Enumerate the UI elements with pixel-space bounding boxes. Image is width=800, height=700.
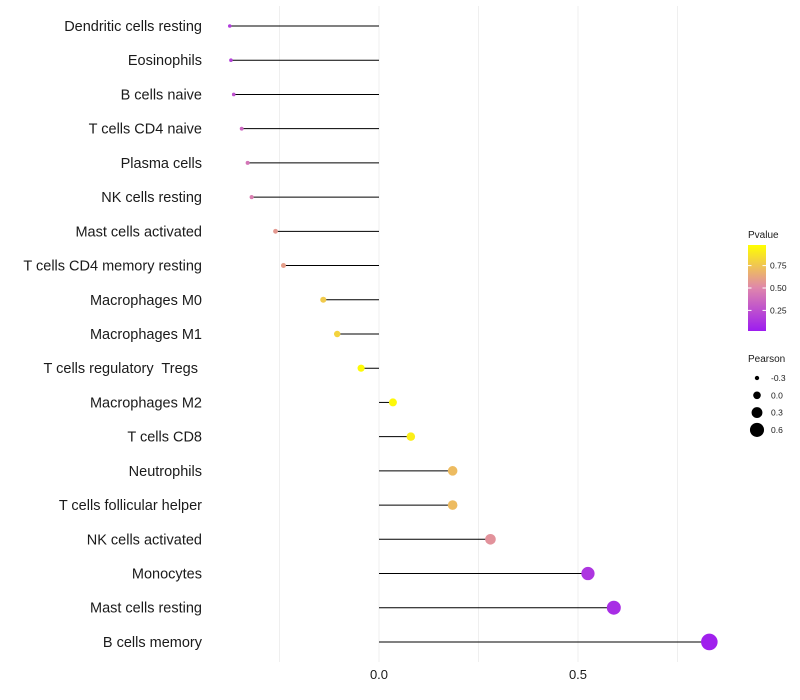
category-label-11: Macrophages M2 — [90, 395, 202, 411]
grid-layer — [279, 6, 678, 662]
stem-layer — [229, 25, 710, 643]
category-label-15: NK cells activated — [87, 532, 202, 548]
category-label-18: B cells memory — [103, 635, 203, 651]
category-label-4: Plasma cells — [121, 156, 202, 172]
category-label-16: Monocytes — [132, 567, 202, 583]
point-12 — [406, 432, 416, 441]
dot-layer — [227, 24, 718, 651]
category-label-12: T cells CD8 — [127, 430, 202, 446]
category-label-17: Mast cells resting — [90, 601, 202, 617]
pearson-legend-label-3: 0.6 — [771, 425, 783, 435]
category-label-5: NK cells resting — [101, 190, 202, 206]
point-10 — [357, 364, 365, 372]
point-7 — [280, 263, 286, 269]
point-16 — [581, 566, 595, 581]
category-label-13: Neutrophils — [129, 464, 202, 480]
pearson-legend-dot-0 — [754, 375, 760, 381]
pearson-legend: Pearson -0.3 0.0 0.3 0.6 — [748, 354, 786, 437]
pvalue-legend: Pvalue 0.25 0.50 0.75 — [748, 230, 787, 331]
pearson-legend-title: Pearson — [748, 354, 785, 365]
point-17 — [606, 600, 621, 615]
pvalue-colorbar — [748, 245, 766, 331]
point-1 — [229, 58, 233, 63]
pvalue-tick-label-2: 0.75 — [770, 261, 787, 271]
category-label-14: T cells follicular helper — [59, 498, 202, 514]
point-2 — [231, 92, 236, 97]
pearson-legend-dot-3 — [749, 422, 765, 437]
pearson-legend-label-0: -0.3 — [771, 373, 786, 383]
point-3 — [239, 126, 244, 131]
point-5 — [249, 195, 254, 200]
pearson-legend-items: -0.3 0.0 0.3 0.6 — [749, 373, 786, 437]
category-label-2: B cells naive — [121, 87, 202, 103]
category-label-10: T cells regulatory Tregs — [44, 361, 203, 377]
point-14 — [447, 500, 458, 510]
point-8 — [320, 296, 327, 303]
x-axis-ticks: 0.0 0.5 — [370, 667, 587, 682]
pvalue-legend-title: Pvalue — [748, 230, 779, 241]
category-label-1: Eosinophils — [128, 53, 202, 69]
point-18 — [701, 633, 718, 651]
pearson-legend-label-1: 0.0 — [771, 390, 783, 400]
point-15 — [485, 533, 496, 545]
point-4 — [245, 160, 250, 165]
category-labels: Dendritic cells resting Eosinophils B cell… — [23, 19, 202, 651]
x-tick-label-1: 0.5 — [569, 667, 587, 682]
category-label-9: Macrophages M1 — [90, 327, 202, 343]
category-label-0: Dendritic cells resting — [64, 19, 202, 35]
category-label-6: Mast cells activated — [75, 224, 202, 240]
pearson-legend-dot-1 — [753, 391, 761, 400]
category-label-7: T cells CD4 memory resting — [23, 259, 202, 275]
pvalue-tick-label-0: 0.25 — [770, 305, 787, 315]
point-13 — [447, 466, 458, 476]
point-11 — [388, 398, 397, 407]
pvalue-legend-ticks: 0.25 0.50 0.75 — [748, 261, 787, 315]
point-9 — [333, 330, 341, 338]
pvalue-tick-label-1: 0.50 — [770, 283, 787, 293]
pearson-legend-label-2: 0.3 — [771, 408, 783, 418]
point-6 — [273, 228, 278, 234]
category-label-8: Macrophages M0 — [90, 293, 202, 309]
point-0 — [227, 24, 232, 28]
pearson-legend-dot-2 — [751, 407, 763, 419]
category-label-3: T cells CD4 naive — [89, 122, 202, 138]
x-tick-label-0: 0.0 — [370, 667, 388, 682]
